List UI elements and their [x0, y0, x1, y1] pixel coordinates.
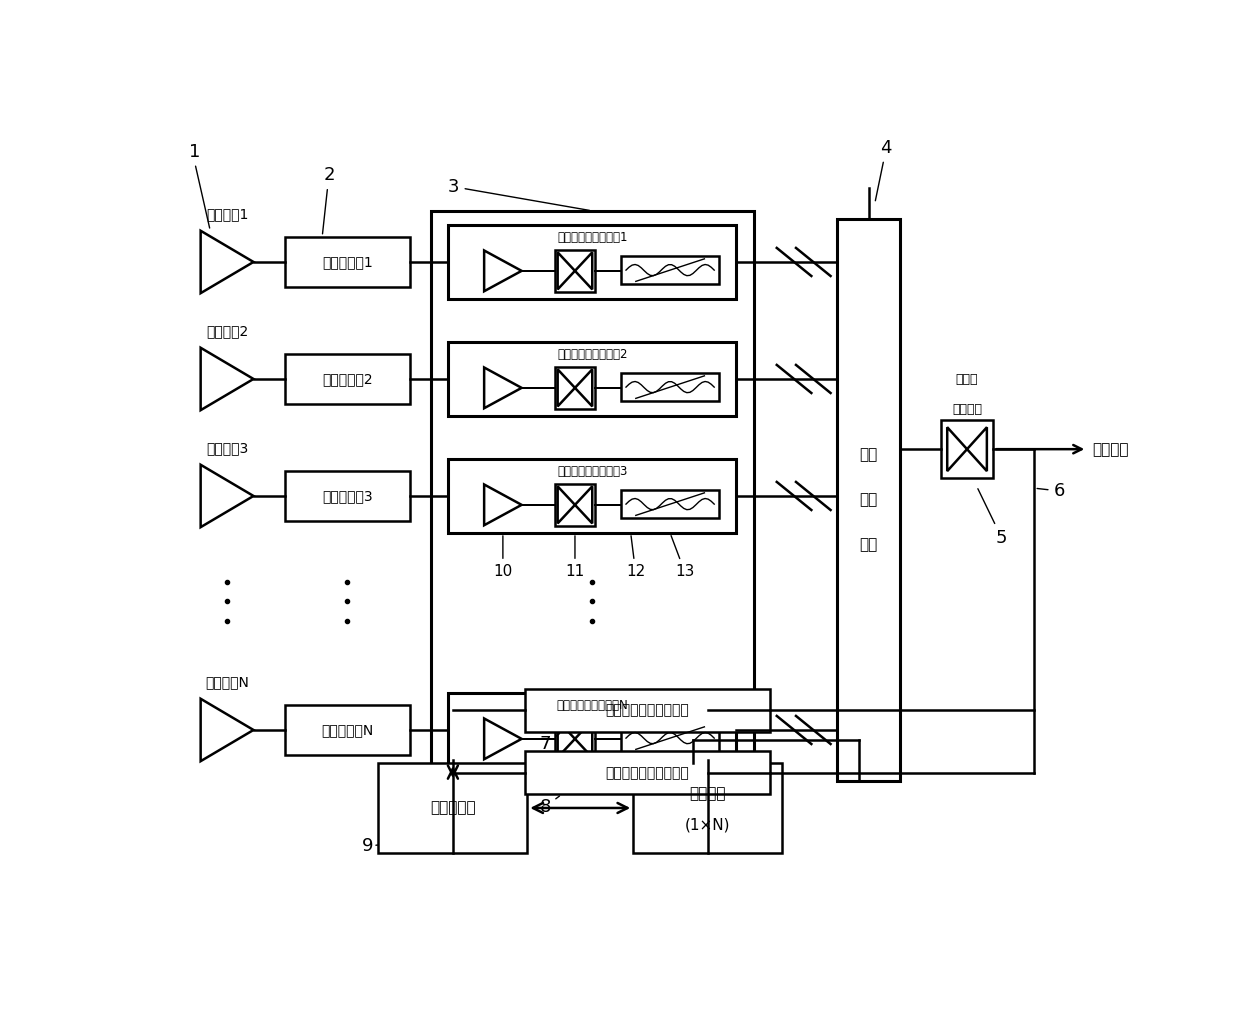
- Text: 波束: 波束: [859, 447, 878, 462]
- Text: 辐射单元3: 辐射单元3: [206, 442, 248, 456]
- Text: 输入预选器N: 输入预选器N: [321, 723, 373, 737]
- Bar: [621, 490, 719, 519]
- Text: 耦合器: 耦合器: [956, 374, 978, 386]
- Text: 子波束干扰识别接收机: 子波束干扰识别接收机: [605, 703, 689, 717]
- Bar: [430, 211, 754, 781]
- Bar: [285, 354, 409, 404]
- Text: 11: 11: [565, 536, 584, 578]
- Text: 1: 1: [188, 143, 210, 228]
- Text: 3: 3: [448, 177, 589, 211]
- Text: 2: 2: [322, 166, 335, 234]
- Bar: [285, 237, 409, 288]
- Text: 6: 6: [1037, 482, 1065, 500]
- Text: 8: 8: [539, 796, 559, 815]
- Text: 5: 5: [978, 488, 1007, 547]
- Bar: [448, 459, 737, 533]
- Text: 开关矩阵: 开关矩阵: [689, 786, 725, 801]
- Text: (1×N): (1×N): [684, 817, 730, 833]
- Bar: [285, 471, 409, 522]
- Bar: [554, 484, 595, 526]
- Bar: [378, 763, 527, 853]
- Text: 7: 7: [539, 733, 559, 754]
- Bar: [837, 219, 900, 781]
- Text: 辐射单元N: 辐射单元N: [205, 676, 249, 690]
- Text: 合成波束: 合成波束: [952, 403, 982, 416]
- Text: 辐射单元1: 辐射单元1: [206, 208, 248, 222]
- Text: 9: 9: [362, 837, 378, 855]
- Text: 合成: 合成: [859, 492, 878, 508]
- Bar: [554, 718, 595, 760]
- Bar: [941, 420, 993, 478]
- Text: 12: 12: [626, 536, 645, 578]
- Text: 低噪声移相衰减组件3: 低噪声移相衰减组件3: [557, 465, 627, 478]
- Text: 低噪声移相衰减组件1: 低噪声移相衰减组件1: [557, 231, 627, 244]
- Bar: [621, 256, 719, 285]
- Text: 辐射单元2: 辐射单元2: [206, 324, 248, 338]
- Text: 13: 13: [671, 536, 694, 578]
- Bar: [285, 705, 409, 756]
- Bar: [525, 752, 770, 794]
- Bar: [554, 367, 595, 408]
- Text: 输入预选器1: 输入预选器1: [322, 255, 372, 269]
- Text: 10: 10: [494, 536, 512, 578]
- Text: 调零控制器: 调零控制器: [430, 800, 476, 815]
- Bar: [554, 250, 595, 292]
- Bar: [621, 373, 719, 401]
- Text: 低噪声移相衰减组件N: 低噪声移相衰减组件N: [557, 699, 629, 712]
- Bar: [448, 342, 737, 416]
- Text: 合波束干扰识别接收机: 合波束干扰识别接收机: [605, 766, 689, 780]
- Text: 网络: 网络: [859, 538, 878, 553]
- Bar: [634, 763, 782, 853]
- Text: 输入预选器2: 输入预选器2: [322, 372, 372, 386]
- Text: 合成信号: 合成信号: [1092, 442, 1128, 457]
- Text: 输入预选器3: 输入预选器3: [322, 489, 372, 503]
- Bar: [448, 225, 737, 299]
- Text: 4: 4: [875, 139, 892, 201]
- Bar: [448, 693, 737, 767]
- Bar: [621, 724, 719, 753]
- Bar: [525, 689, 770, 732]
- Text: 低噪声移相衰减组件2: 低噪声移相衰减组件2: [557, 348, 627, 362]
